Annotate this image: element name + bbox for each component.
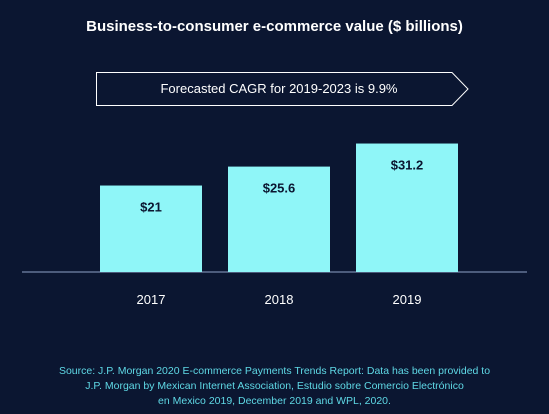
bar-2019: [356, 143, 458, 272]
cagr-note: Forecasted CAGR for 2019-2023 is 9.9%: [160, 81, 398, 96]
cagr-banner: Forecasted CAGR for 2019-2023 is 9.9%: [96, 72, 470, 106]
cagr-banner-arrow-shape: [96, 72, 469, 106]
bar-2018: [228, 166, 330, 272]
x-tick-label-2017: 2017: [137, 292, 166, 307]
bar-2017: [100, 185, 202, 272]
bar-value-label-2017: $21: [140, 200, 162, 215]
chart-title: Business-to-consumer e-commerce value ($…: [86, 18, 463, 35]
source-note: Source: J.P. Morgan 2020 E-commerce Paym…: [20, 364, 529, 409]
source-line-3: en Mexico 2019, December 2019 and WPL, 2…: [158, 395, 391, 407]
bar-chart: $21 2017 $25.6 2018 $31.2 2019: [22, 143, 527, 307]
bar-value-label-2018: $25.6: [263, 181, 296, 196]
source-line-1: Source: J.P. Morgan 2020 E-commerce Paym…: [58, 365, 491, 377]
x-tick-label-2019: 2019: [393, 292, 422, 307]
source-line-2: J.P. Morgan by Mexican Internet Associat…: [85, 380, 464, 392]
x-tick-label-2018: 2018: [265, 292, 294, 307]
bar-value-label-2019: $31.2: [391, 158, 424, 173]
